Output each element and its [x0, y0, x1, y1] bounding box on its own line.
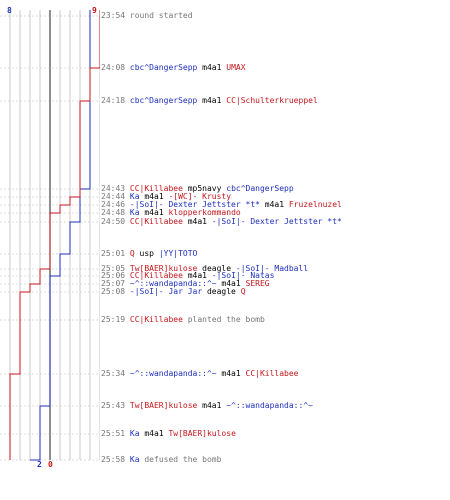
event-time: 25:43 — [101, 401, 130, 410]
event-row: 25:06 CC|Killabee m4a1 -|SoI|- Natas — [101, 271, 274, 280]
weapon: m4a1 — [139, 208, 169, 217]
ct-player: Ka — [129, 429, 140, 438]
event-time: 24:08 — [101, 63, 130, 72]
ct-player: ~^::wandapanda::^~ — [129, 279, 217, 288]
t-player: CC|Killabee — [129, 184, 183, 193]
t-player: UMAX — [226, 63, 246, 72]
event-row: 25:34 ~^::wandapanda::^~ m4a1 CC|Killabe… — [101, 369, 299, 378]
t-player: -[WC]- Krusty — [168, 192, 232, 201]
event-row: 25:01 Q usp |YY|TOTO — [101, 249, 197, 258]
event-text: defused the bomb — [139, 455, 222, 464]
weapon: deagle — [202, 287, 241, 296]
ct-player: Ka — [129, 455, 140, 464]
t-player: Fruzelnuzel — [288, 200, 342, 209]
t-player: CC|Killabee — [129, 217, 183, 226]
blue-end-count: 2 — [37, 460, 42, 469]
event-row: 24:08 cbc^DangerSepp m4a1 UMAX — [101, 63, 246, 72]
red-team-line — [9, 10, 100, 460]
ct-player: cbc^DangerSepp — [129, 96, 198, 105]
event-row: 24:46 -|SoI|- Dexter Jettster *t* m4a1 F… — [101, 200, 342, 209]
event-row: 25:19 CC|Killabee planted the bomb — [101, 315, 265, 324]
t-player: klopperkommando — [168, 208, 241, 217]
weapon: m4a1 — [197, 96, 227, 105]
weapon: m4a1 — [139, 429, 169, 438]
red-end-count: 0 — [48, 460, 53, 469]
weapon: mp5navy — [182, 184, 227, 193]
ct-player: -|SoI|- Dexter Jettster *t* — [129, 200, 260, 209]
event-time: 25:08 — [101, 287, 130, 296]
event-time: 23:54 — [101, 11, 130, 20]
event-row: 25:58 Ka defused the bomb — [101, 455, 221, 464]
ct-player: Ka — [129, 192, 140, 201]
ct-player: -|SoI|- Natas — [211, 271, 275, 280]
weapon: m4a1 — [197, 63, 227, 72]
event-row: 24:48 Ka m4a1 klopperkommando — [101, 208, 241, 217]
red-start-count: 9 — [92, 6, 97, 15]
t-player: SEREG — [245, 279, 270, 288]
event-time: 25:51 — [101, 429, 130, 438]
t-player: Q — [129, 249, 135, 258]
event-time: 24:18 — [101, 96, 130, 105]
weapon: usp — [134, 249, 159, 258]
weapon: m4a1 — [216, 369, 246, 378]
ct-player: cbc^DangerSepp — [226, 184, 294, 193]
event-time: 25:06 — [101, 271, 130, 280]
event-row: 24:43 CC|Killabee mp5navy cbc^DangerSepp — [101, 184, 294, 193]
t-player: CC|Killabee — [245, 369, 299, 378]
event-time: 24:46 — [101, 200, 130, 209]
weapon: m4a1 — [182, 271, 212, 280]
event-row: 25:05 Tw[BAER]kulose deagle -|SoI|- Madb… — [101, 264, 308, 273]
event-time: 25:01 — [101, 249, 130, 258]
weapon: m4a1 — [197, 401, 227, 410]
t-player: CC|Schulterkrueppel — [226, 96, 318, 105]
weapon: m4a1 — [182, 217, 212, 226]
ct-player: ~^::wandapanda::^~ — [226, 401, 313, 410]
event-row: 24:50 CC|Killabee m4a1 -|SoI|- Dexter Je… — [101, 217, 342, 226]
weapon: m4a1 — [139, 192, 169, 201]
event-time: 25:07 — [101, 279, 130, 288]
event-time: 24:43 — [101, 184, 130, 193]
event-row: 25:07 ~^::wandapanda::^~ m4a1 SEREG — [101, 279, 270, 288]
grid-lines — [9, 10, 100, 460]
blue-start-count: 8 — [7, 6, 12, 15]
t-player: Tw[BAER]kulose — [129, 264, 198, 273]
ct-player: Ka — [129, 208, 140, 217]
event-time: 25:58 — [101, 455, 130, 464]
event-time: 24:48 — [101, 208, 130, 217]
weapon: m4a1 — [259, 200, 289, 209]
event-row: 23:54 round started — [101, 11, 193, 20]
ct-player: cbc^DangerSepp — [129, 63, 198, 72]
player-count-graph — [0, 10, 100, 461]
event-row: 25:08 -|SoI|- Jar Jar deagle Q — [101, 287, 246, 296]
t-player: CC|Killabee — [129, 315, 183, 324]
ct-player: |YY|TOTO — [158, 249, 198, 258]
t-player: CC|Killabee — [129, 271, 183, 280]
weapon: deagle — [197, 264, 236, 273]
event-row: 25:43 Tw[BAER]kulose m4a1 ~^::wandapanda… — [101, 401, 313, 410]
event-row: 24:18 cbc^DangerSepp m4a1 CC|Schulterkru… — [101, 96, 318, 105]
t-player: Tw[BAER]kulose — [168, 429, 236, 438]
event-time: 24:44 — [101, 192, 130, 201]
ct-player: ~^::wandapanda::^~ — [129, 369, 217, 378]
event-time: 25:05 — [101, 264, 130, 273]
event-time: 25:19 — [101, 315, 130, 324]
ct-player: -|SoI|- Dexter Jettster *t* — [211, 217, 342, 226]
ct-player: -|SoI|- Madball — [235, 264, 309, 273]
event-time: 24:50 — [101, 217, 130, 226]
event-text: round started — [129, 11, 193, 20]
event-row: 25:51 Ka m4a1 Tw[BAER]kulose — [101, 429, 236, 438]
t-player: Tw[BAER]kulose — [129, 401, 198, 410]
event-time: 25:34 — [101, 369, 130, 378]
event-row: 24:44 Ka m4a1 -[WC]- Krusty — [101, 192, 231, 201]
blue-team-line — [30, 10, 91, 461]
t-player: Q — [240, 287, 246, 296]
event-text: planted the bomb — [182, 315, 265, 324]
ct-player: -|SoI|- Jar Jar — [129, 287, 203, 296]
weapon: m4a1 — [216, 279, 246, 288]
